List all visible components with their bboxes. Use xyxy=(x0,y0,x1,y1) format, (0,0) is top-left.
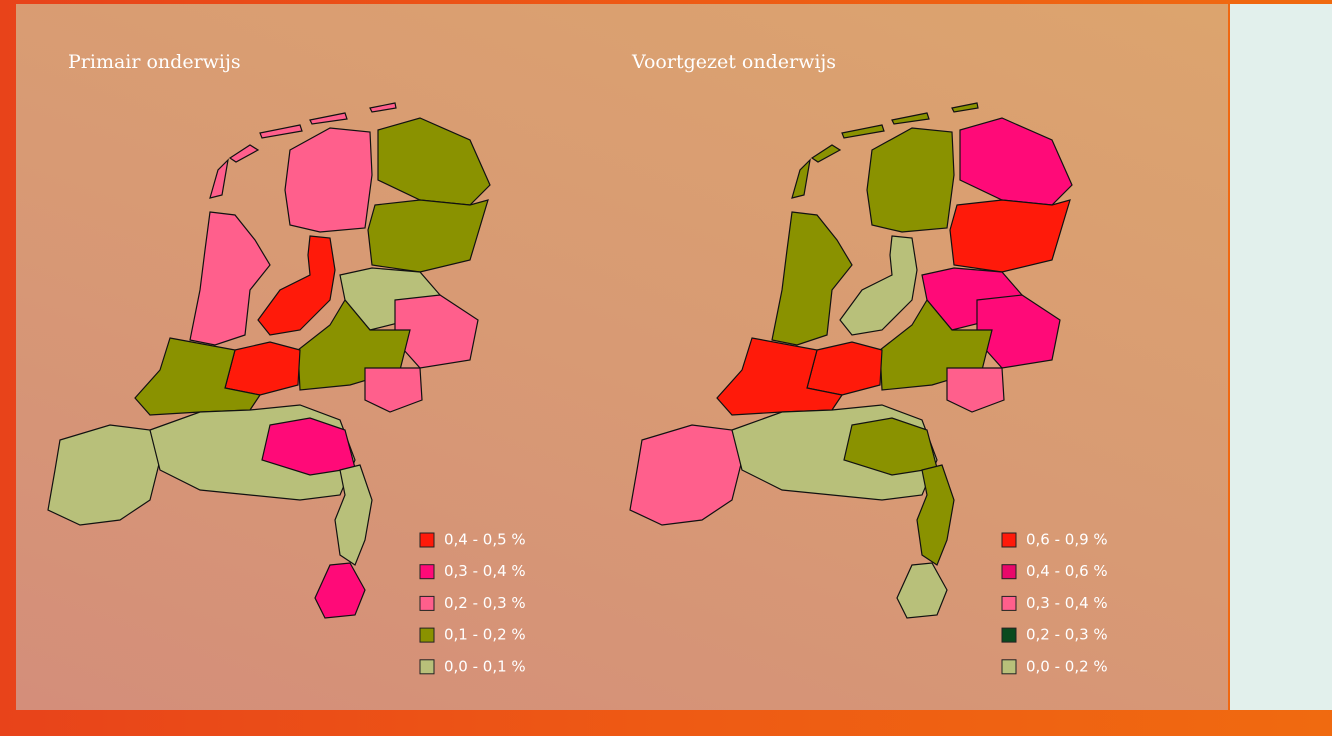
legend-swatch xyxy=(1001,627,1017,643)
region xyxy=(369,102,397,113)
region xyxy=(811,144,841,163)
region xyxy=(949,199,1071,273)
side-panel xyxy=(1230,4,1332,710)
region xyxy=(189,211,271,346)
legend-label: 0,1 - 0,2 % xyxy=(444,626,526,644)
map-title: Voortgezet onderwijs xyxy=(631,51,836,73)
region xyxy=(959,117,1073,206)
region xyxy=(866,127,955,233)
region xyxy=(367,199,489,273)
region xyxy=(891,112,930,125)
region xyxy=(806,341,883,396)
legend-label: 0,3 - 0,4 % xyxy=(1026,594,1108,612)
region xyxy=(841,124,885,139)
region xyxy=(946,367,1005,413)
region xyxy=(629,424,743,526)
legend-swatch xyxy=(1001,564,1017,580)
legend-label: 0,2 - 0,3 % xyxy=(1026,626,1108,644)
region xyxy=(47,424,161,526)
region xyxy=(284,127,373,233)
region xyxy=(377,117,491,206)
region xyxy=(209,159,229,199)
legend-swatch xyxy=(419,627,435,643)
region xyxy=(364,367,423,413)
region xyxy=(791,159,811,199)
legend-swatch xyxy=(1001,532,1017,548)
region xyxy=(224,341,301,396)
legend-swatch xyxy=(419,659,435,675)
region xyxy=(259,124,303,139)
region xyxy=(314,562,366,619)
legend-label: 0,2 - 0,3 % xyxy=(444,594,526,612)
legend-label: 0,3 - 0,4 % xyxy=(444,562,526,580)
region xyxy=(951,102,979,113)
legend-swatch xyxy=(1001,659,1017,675)
region xyxy=(839,235,918,336)
legend-label: 0,4 - 0,6 % xyxy=(1026,562,1108,580)
legend-swatch xyxy=(419,532,435,548)
legend-label: 0,4 - 0,5 % xyxy=(444,531,526,549)
region xyxy=(257,235,336,336)
legend-swatch xyxy=(419,564,435,580)
legend-label: 0,0 - 0,1 % xyxy=(444,657,526,675)
legend-swatch xyxy=(419,595,435,611)
legend-label: 0,0 - 0,2 % xyxy=(1026,657,1108,675)
region xyxy=(309,112,348,125)
region xyxy=(771,211,853,346)
legend-swatch xyxy=(1001,595,1017,611)
region xyxy=(896,562,948,619)
map-title: Primair onderwijs xyxy=(68,51,241,73)
region xyxy=(229,144,259,163)
legend-label: 0,6 - 0,9 % xyxy=(1026,531,1108,549)
